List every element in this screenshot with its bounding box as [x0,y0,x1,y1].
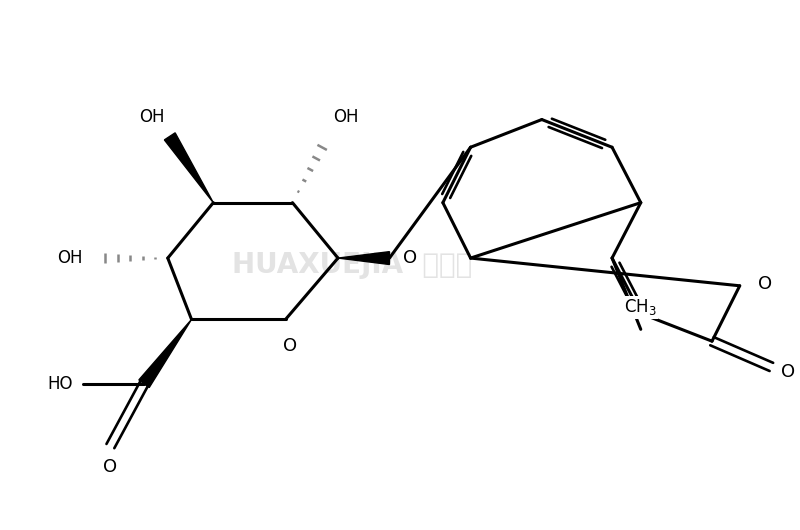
Text: O: O [403,249,418,267]
Text: CH$_3$: CH$_3$ [624,297,657,317]
Text: OH: OH [139,109,165,127]
Text: OH: OH [333,109,358,127]
Text: O: O [782,363,795,381]
Polygon shape [139,320,191,387]
Text: HUAXUEJIA  化学加: HUAXUEJIA 化学加 [232,251,472,279]
Text: OH: OH [57,249,82,267]
Text: O: O [283,337,298,355]
Text: O: O [758,275,772,293]
Polygon shape [164,133,214,202]
Text: HO: HO [47,375,73,393]
Polygon shape [338,252,390,264]
Text: O: O [103,458,118,476]
